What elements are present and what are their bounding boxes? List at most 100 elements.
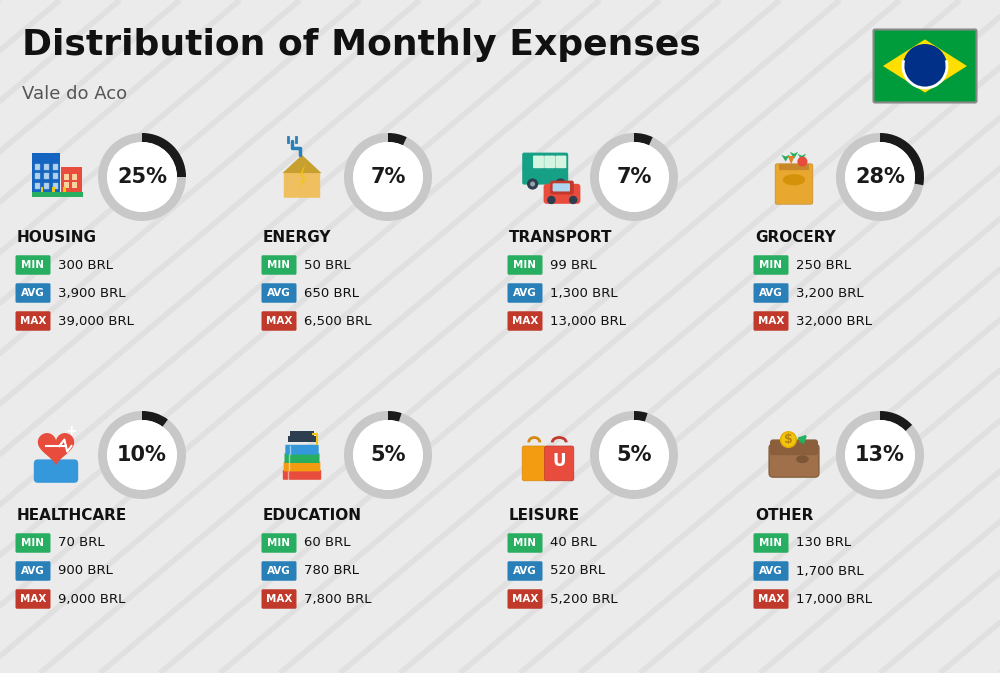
FancyBboxPatch shape (15, 561, 50, 581)
FancyBboxPatch shape (72, 174, 77, 180)
FancyBboxPatch shape (262, 283, 296, 303)
FancyBboxPatch shape (44, 182, 49, 189)
Polygon shape (299, 164, 306, 190)
Wedge shape (344, 411, 432, 499)
Circle shape (555, 178, 566, 190)
FancyBboxPatch shape (44, 174, 49, 180)
Text: HEALTHCARE: HEALTHCARE (17, 507, 127, 522)
Text: MIN: MIN (760, 538, 782, 548)
Text: 7%: 7% (616, 167, 652, 187)
Circle shape (107, 420, 177, 490)
Text: 3,200 BRL: 3,200 BRL (796, 287, 864, 299)
Text: 60 BRL: 60 BRL (304, 536, 350, 549)
Polygon shape (284, 157, 320, 198)
Circle shape (558, 182, 563, 186)
FancyBboxPatch shape (555, 155, 566, 168)
Text: MAX: MAX (266, 316, 292, 326)
Text: MIN: MIN (21, 538, 44, 548)
FancyBboxPatch shape (15, 255, 50, 275)
Text: 300 BRL: 300 BRL (58, 258, 113, 271)
Text: U: U (552, 452, 566, 470)
Wedge shape (98, 133, 186, 221)
FancyBboxPatch shape (508, 283, 542, 303)
Text: LEISURE: LEISURE (509, 507, 580, 522)
FancyBboxPatch shape (508, 561, 542, 581)
Polygon shape (283, 155, 322, 173)
Text: MIN: MIN (268, 538, 290, 548)
FancyBboxPatch shape (754, 255, 788, 275)
FancyBboxPatch shape (34, 460, 78, 483)
FancyBboxPatch shape (61, 167, 82, 192)
Text: MAX: MAX (758, 316, 784, 326)
Text: OTHER: OTHER (755, 507, 813, 522)
Circle shape (353, 142, 423, 212)
Text: AVG: AVG (267, 288, 291, 298)
FancyBboxPatch shape (508, 590, 542, 609)
FancyBboxPatch shape (550, 180, 574, 194)
Text: 39,000 BRL: 39,000 BRL (58, 314, 134, 328)
Text: AVG: AVG (513, 566, 537, 576)
Text: MIN: MIN (760, 260, 782, 270)
Circle shape (599, 142, 669, 212)
FancyBboxPatch shape (262, 311, 296, 330)
Text: 780 BRL: 780 BRL (304, 565, 359, 577)
Text: 25%: 25% (117, 167, 167, 187)
Wedge shape (880, 133, 924, 185)
Circle shape (107, 142, 177, 212)
FancyBboxPatch shape (874, 30, 976, 102)
Text: 5%: 5% (616, 445, 652, 465)
Text: 250 BRL: 250 BRL (796, 258, 851, 271)
Circle shape (527, 178, 538, 190)
Text: 13%: 13% (855, 445, 905, 465)
FancyBboxPatch shape (754, 561, 788, 581)
FancyBboxPatch shape (32, 192, 83, 197)
FancyBboxPatch shape (754, 533, 788, 553)
Circle shape (599, 420, 669, 490)
FancyBboxPatch shape (754, 311, 788, 330)
FancyBboxPatch shape (52, 187, 55, 192)
Circle shape (781, 432, 796, 448)
Text: 520 BRL: 520 BRL (550, 565, 605, 577)
Ellipse shape (783, 174, 805, 185)
Text: HOUSING: HOUSING (17, 229, 97, 244)
FancyBboxPatch shape (544, 155, 555, 168)
FancyBboxPatch shape (508, 255, 542, 275)
Polygon shape (790, 152, 798, 159)
Polygon shape (883, 40, 967, 93)
FancyBboxPatch shape (35, 182, 40, 189)
Text: 130 BRL: 130 BRL (796, 536, 851, 549)
Text: ENERGY: ENERGY (263, 229, 332, 244)
Text: 3,900 BRL: 3,900 BRL (58, 287, 126, 299)
FancyBboxPatch shape (522, 446, 546, 481)
Text: MAX: MAX (20, 594, 46, 604)
Wedge shape (634, 411, 648, 422)
FancyBboxPatch shape (522, 153, 568, 184)
Text: 50 BRL: 50 BRL (304, 258, 351, 271)
Polygon shape (798, 153, 806, 161)
Text: MAX: MAX (20, 316, 46, 326)
Text: 7%: 7% (370, 167, 406, 187)
Circle shape (903, 44, 947, 88)
Text: MAX: MAX (266, 594, 292, 604)
FancyBboxPatch shape (545, 446, 574, 481)
Wedge shape (880, 411, 912, 431)
FancyBboxPatch shape (53, 174, 58, 180)
Text: EDUCATION: EDUCATION (263, 507, 362, 522)
Text: AVG: AVG (759, 288, 783, 298)
FancyBboxPatch shape (285, 445, 319, 454)
Text: 40 BRL: 40 BRL (550, 536, 596, 549)
FancyBboxPatch shape (508, 533, 542, 553)
Text: AVG: AVG (759, 566, 783, 576)
Wedge shape (590, 411, 678, 499)
Text: GROCERY: GROCERY (755, 229, 836, 244)
Ellipse shape (796, 455, 809, 463)
Text: AVG: AVG (267, 566, 291, 576)
Polygon shape (38, 433, 74, 466)
Text: AVG: AVG (513, 288, 537, 298)
Text: 6,500 BRL: 6,500 BRL (304, 314, 371, 328)
Text: MIN: MIN (514, 538, 536, 548)
Text: 1,300 BRL: 1,300 BRL (550, 287, 618, 299)
Circle shape (530, 182, 535, 186)
Text: Distribution of Monthly Expenses: Distribution of Monthly Expenses (22, 28, 701, 62)
FancyBboxPatch shape (754, 590, 788, 609)
